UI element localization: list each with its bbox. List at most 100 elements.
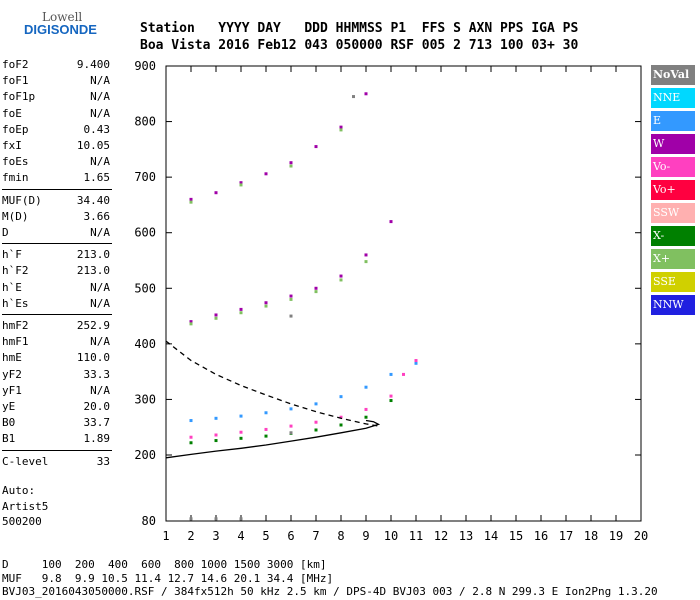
x-tick-label: 7 — [312, 529, 319, 543]
param-value: 33.7 — [83, 416, 111, 430]
data-point — [339, 274, 343, 278]
data-point — [289, 161, 293, 165]
param-value: 110.0 — [76, 351, 110, 365]
x-tick-label: 1 — [162, 529, 169, 543]
param-row: hmF2 252.9 — [2, 319, 110, 335]
param-name: hmE — [2, 351, 22, 365]
param-row: h`E N/A — [2, 281, 110, 297]
data-point — [289, 431, 293, 435]
data-point — [239, 430, 243, 434]
data-point — [189, 435, 193, 439]
param-value: N/A — [90, 226, 110, 239]
station-header: Station YYYY DAY DDD HHMMSS P1 FFS S AXN… — [140, 20, 578, 54]
param-name: yF1 — [2, 383, 22, 397]
profile-curve-dashed — [165, 340, 379, 427]
x-tick-label: 16 — [534, 529, 548, 543]
y-tick-label: 600 — [134, 226, 156, 240]
param-value: 213.0 — [76, 264, 110, 278]
ionogram-chart: 1 2 3 4 5 6 7 8 9 10 11 12 13 14 15 16 17 18 19 20802003004… — [134, 59, 648, 543]
param-name: foF1p — [2, 90, 36, 104]
param-value: 33.3 — [83, 367, 111, 381]
x-tick-label: 20 — [634, 529, 648, 543]
param-row: M(D) 3.66 — [2, 210, 110, 226]
param-row: foEs N/A — [2, 155, 110, 171]
param-name: D — [2, 226, 9, 239]
param-row: foF2 9.400 — [2, 58, 110, 74]
data-point — [189, 197, 193, 201]
param-row: h`Es N/A — [2, 297, 110, 313]
data-point — [289, 294, 293, 298]
y-tick-label: 200 — [134, 448, 156, 462]
param-value: 34.40 — [76, 193, 110, 207]
data-point — [339, 278, 343, 282]
x-tick-label: 19 — [609, 529, 623, 543]
data-point — [364, 260, 368, 264]
data-point — [189, 200, 193, 204]
param-name: C-level — [2, 454, 49, 468]
param-name: M(D) — [2, 209, 29, 223]
x-tick-label: 12 — [434, 529, 448, 543]
param-row: MUF(D) 34.40 — [2, 194, 110, 210]
x-tick-label: 18 — [584, 529, 598, 543]
data-point — [289, 407, 293, 411]
param-name: B1 — [2, 432, 16, 446]
param-separator — [2, 449, 112, 451]
legend-item: NoVal — [651, 65, 695, 85]
footer-file-info: BVJ03_2016043050000.RSF / 384fx512h 50 k… — [2, 585, 658, 598]
param-name: foEs — [2, 155, 29, 169]
data-point — [264, 304, 268, 308]
y-tick-label: 900 — [134, 59, 156, 73]
data-point — [339, 415, 343, 419]
x-tick-label: 4 — [237, 529, 244, 543]
x-tick-label: 17 — [559, 529, 573, 543]
param-name: yF2 — [2, 367, 22, 381]
param-value: N/A — [90, 296, 110, 310]
data-point — [239, 307, 243, 311]
param-name: fxI — [2, 139, 22, 152]
x-tick-label: 14 — [484, 529, 498, 543]
param-name: yE — [2, 400, 16, 413]
plot-frame — [165, 65, 642, 522]
autoscaling-info: Auto: Artist5 500200 — [2, 483, 48, 530]
param-value: 1.89 — [83, 432, 111, 446]
x-tick-label: 13 — [459, 529, 473, 543]
data-point — [289, 314, 293, 318]
data-point — [239, 517, 243, 521]
data-point — [364, 407, 368, 411]
header-labels: Station YYYY DAY DDD HHMMSS P1 FFS S AXN… — [140, 21, 579, 36]
data-point — [339, 125, 343, 129]
param-name: fmin — [2, 171, 29, 185]
data-point — [414, 361, 418, 365]
param-name: MUF(D) — [2, 193, 42, 207]
legend-item: Vo- — [651, 157, 695, 177]
footer-muf: MUF 9.8 9.9 10.5 11.4 12.7 14.6 20.1 34.… — [2, 571, 334, 585]
data-point — [289, 297, 293, 301]
y-tick-label: 500 — [134, 281, 156, 295]
param-row: h`F 213.0 — [2, 248, 110, 264]
x-tick-label: 9 — [362, 529, 369, 543]
param-row: D N/A — [2, 226, 110, 242]
param-row: fxI 10.05 — [2, 139, 110, 155]
legend-item: Vo+ — [651, 180, 695, 200]
param-name: hmF1 — [2, 335, 29, 349]
param-row: foEp 0.43 — [2, 123, 110, 139]
param-row: foE N/A — [2, 107, 110, 123]
logo-line2: DIGISONDE — [24, 22, 97, 37]
param-separator — [2, 188, 112, 190]
param-value: 9.400 — [76, 58, 110, 71]
param-value: 252.9 — [76, 319, 110, 332]
data-point — [314, 145, 318, 149]
auto-program: Artist5 — [2, 499, 49, 513]
param-row: hmF1 N/A — [2, 335, 110, 351]
legend-item: NNE — [651, 88, 695, 108]
param-value: 33 — [96, 454, 110, 468]
param-value: N/A — [90, 335, 110, 349]
data-point — [402, 372, 405, 376]
legend-item: X+ — [651, 249, 695, 269]
param-separator — [2, 243, 112, 245]
param-value: N/A — [90, 280, 110, 294]
data-point — [239, 183, 243, 187]
profile-curve-solid — [165, 419, 381, 459]
data-point — [189, 320, 193, 324]
data-point — [264, 172, 268, 176]
